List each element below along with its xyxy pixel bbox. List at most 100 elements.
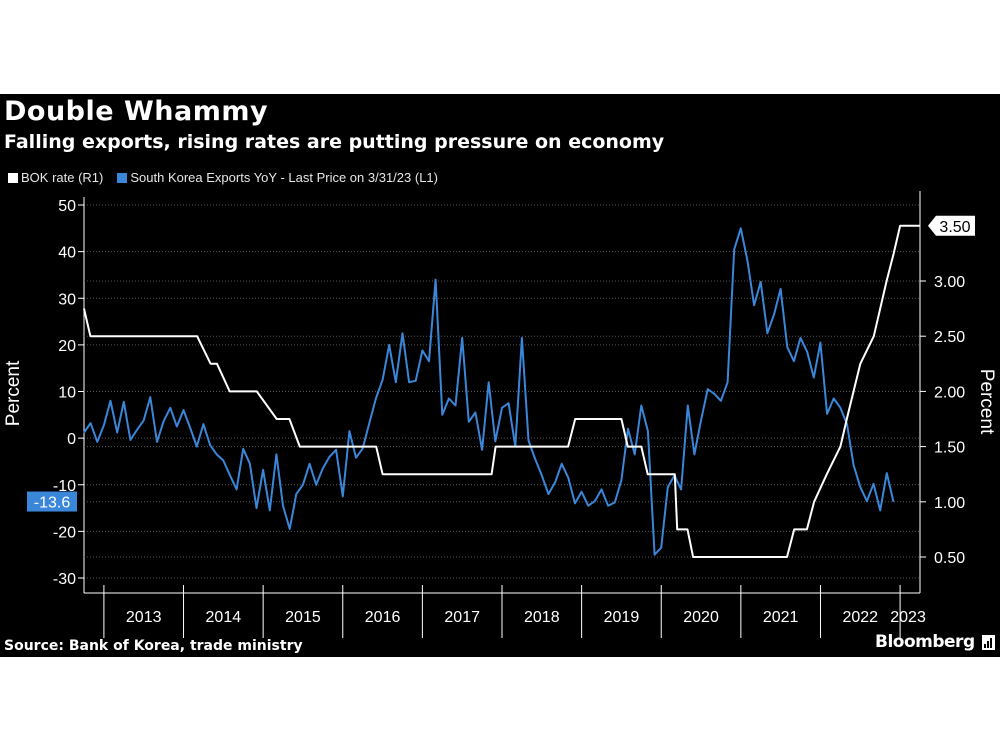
x-tick-label-2022: 2022 [842, 609, 878, 626]
exports-point [388, 344, 390, 346]
exports-point [368, 422, 370, 424]
exports-point [799, 337, 802, 339]
x-tick-label-2021: 2021 [763, 609, 799, 626]
series-line-bok-rate [83, 224, 920, 558]
exports-point [149, 396, 151, 398]
right-tick-label: 0.50 [934, 550, 965, 567]
x-tick-label-2017: 2017 [444, 609, 480, 626]
x-tick-label-2014: 2014 [206, 609, 242, 626]
exports-point [222, 459, 224, 462]
left-tick-label: -10 [53, 478, 76, 495]
exports-point [859, 486, 861, 488]
legend-label-exports: South Korea Exports YoY - Last Price on … [130, 170, 438, 185]
exports-point [129, 439, 131, 441]
exports-point [156, 441, 158, 443]
bok-rate-point [276, 418, 278, 420]
bloomberg-terminal-icon [982, 635, 995, 650]
right-axis-title: Percent [976, 369, 997, 435]
exports-point [773, 314, 775, 316]
exports-point [136, 429, 138, 431]
exports-point [474, 411, 476, 414]
bok-rate-point [89, 335, 91, 337]
exports-point [468, 421, 470, 423]
left-tick-label: -30 [53, 571, 76, 588]
source-note: Source: Bank of Korea, trade ministry [4, 638, 303, 654]
exports-point [83, 431, 85, 434]
legend-item-exports: South Korea Exports YoY - Last Price on … [117, 170, 438, 185]
exports-point [116, 431, 118, 434]
exports-point [163, 420, 165, 422]
chart-title: Double Whammy [4, 96, 269, 127]
bok-rate-point [786, 556, 788, 558]
bok-rate-last-value-label: 3.50 [939, 219, 970, 236]
bok-rate-point [919, 225, 921, 227]
exports-last-value-box [27, 491, 77, 512]
exports-point [282, 505, 284, 507]
legend-item-bok-rate: BOK rate (R1) [8, 170, 103, 185]
exports-point [143, 419, 145, 421]
left-tick-label: -20 [53, 524, 76, 541]
exports-point [488, 381, 490, 383]
exports-point [182, 409, 185, 411]
exports-point [521, 337, 523, 339]
legend-label-bok-rate: BOK rate (R1) [21, 170, 104, 185]
exports-point [435, 279, 437, 281]
bok-rate-point [216, 363, 218, 365]
legend-swatch-bok-rate [8, 172, 18, 183]
exports-point [176, 425, 178, 428]
bok-rate-point [382, 473, 384, 475]
right-tick-label: 3.00 [934, 274, 965, 291]
exports-point [123, 401, 125, 403]
legend: BOK rate (R1) South Korea Exports YoY - … [8, 170, 438, 185]
exports-point [594, 500, 596, 502]
exports-point [740, 227, 742, 229]
exports-point [109, 400, 112, 402]
bok-rate-point [210, 363, 212, 365]
exports-point [421, 349, 423, 352]
bok-rate-point [674, 473, 676, 475]
exports-point [335, 449, 337, 451]
exports-point [249, 463, 251, 465]
x-tick-label-2020: 2020 [683, 609, 719, 626]
exports-point [786, 346, 788, 348]
bok-rate-point [83, 308, 85, 310]
chart-subtitle: Falling exports, rising rates are puttin… [4, 131, 665, 153]
exports-point [660, 547, 662, 549]
exports-point [454, 404, 457, 407]
exports-last-value-callout: -13.6 [27, 491, 77, 512]
bok-rate-point [676, 528, 678, 530]
exports-point [355, 457, 357, 459]
exports-point [96, 441, 98, 443]
exports-point [401, 332, 404, 334]
bok-rate-point [229, 390, 231, 392]
exports-point [567, 477, 569, 479]
exports-point [395, 381, 397, 383]
bok-rate-point [893, 252, 895, 254]
exports-point [766, 332, 769, 334]
bok-rate-point [640, 446, 642, 448]
exports-point [408, 381, 410, 383]
exports-point [382, 379, 384, 381]
exports-point [541, 474, 543, 476]
exports-point [375, 397, 377, 400]
exports-point [746, 260, 749, 262]
bok-rate-point [620, 418, 623, 420]
bok-rate-point [288, 418, 290, 420]
x-tick-label-2015: 2015 [285, 609, 321, 626]
bok-rate-point [567, 446, 569, 448]
exports-point [780, 288, 782, 290]
exports-point [839, 407, 842, 409]
bok-rate-point [196, 335, 198, 337]
exports-point [892, 500, 895, 503]
exports-point [269, 509, 271, 511]
exports-point [700, 419, 702, 421]
x-tick-label-2016: 2016 [365, 609, 401, 626]
exports-point [733, 248, 735, 250]
exports-point [547, 493, 550, 495]
bok-rate-point [627, 446, 629, 448]
bok-rate-point [647, 473, 649, 475]
bok-rate-point [375, 446, 377, 448]
exports-point [229, 474, 231, 476]
exports-point [587, 505, 589, 507]
x-tick-label-2019: 2019 [604, 609, 640, 626]
